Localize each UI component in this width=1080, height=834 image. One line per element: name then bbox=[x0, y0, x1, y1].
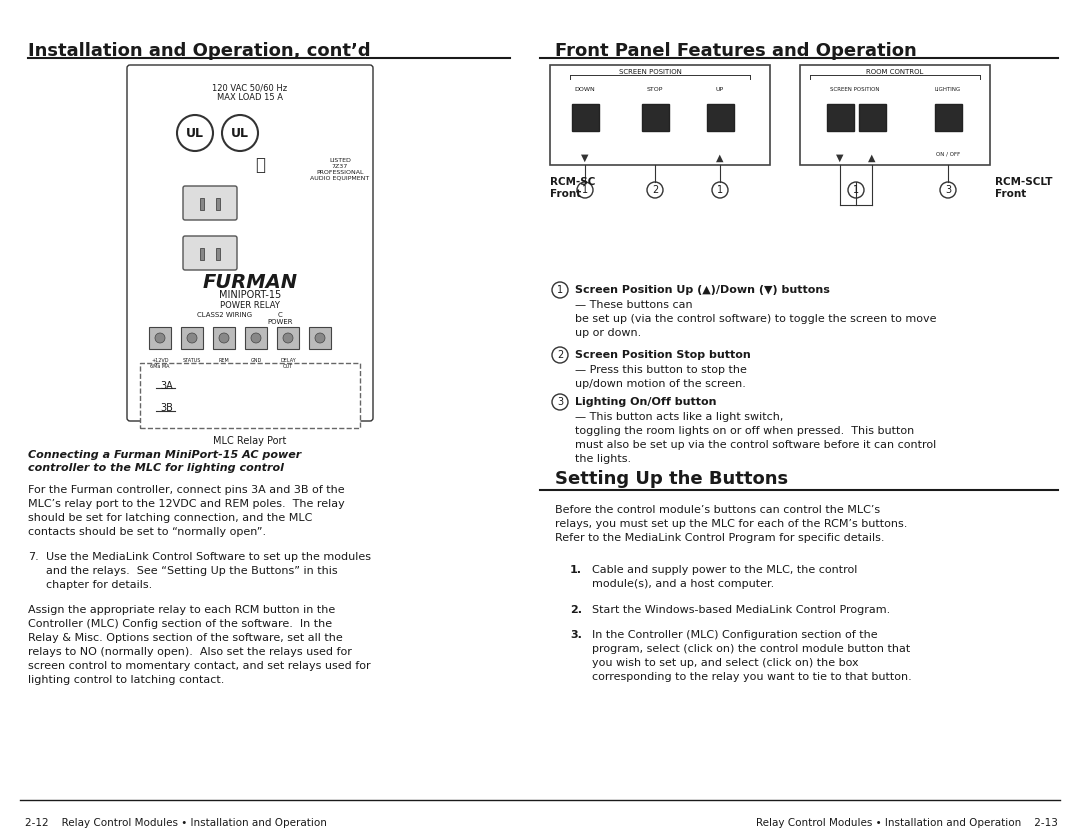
Text: RCM-SC
Front: RCM-SC Front bbox=[550, 177, 595, 199]
Text: ▼: ▼ bbox=[581, 153, 589, 163]
Text: — These buttons can
be set up (via the control software) to toggle the screen to: — These buttons can be set up (via the c… bbox=[575, 300, 936, 338]
Circle shape bbox=[187, 333, 197, 343]
Text: +12VD
6Ma MA: +12VD 6Ma MA bbox=[150, 358, 170, 369]
FancyBboxPatch shape bbox=[216, 248, 220, 260]
FancyBboxPatch shape bbox=[309, 327, 330, 349]
FancyBboxPatch shape bbox=[550, 65, 770, 165]
Text: 3A: 3A bbox=[160, 381, 173, 391]
Text: 7.: 7. bbox=[28, 552, 39, 562]
FancyBboxPatch shape bbox=[149, 327, 171, 349]
Text: LIGHTING: LIGHTING bbox=[935, 87, 961, 92]
Text: STOP: STOP bbox=[647, 87, 663, 92]
Text: 3.: 3. bbox=[570, 630, 582, 640]
Text: 3: 3 bbox=[557, 397, 563, 407]
Text: LISTED
7Z37
PROFESSIONAL
AUDIO EQUIPMENT: LISTED 7Z37 PROFESSIONAL AUDIO EQUIPMENT bbox=[310, 158, 369, 180]
FancyBboxPatch shape bbox=[934, 103, 961, 130]
FancyBboxPatch shape bbox=[216, 198, 220, 210]
FancyBboxPatch shape bbox=[642, 103, 669, 130]
Text: Use the MediaLink Control Software to set up the modules
and the relays.  See “S: Use the MediaLink Control Software to se… bbox=[46, 552, 372, 590]
Text: ▲: ▲ bbox=[716, 153, 724, 163]
Text: 1: 1 bbox=[717, 185, 724, 195]
Text: SCREEN POSITION: SCREEN POSITION bbox=[831, 87, 880, 92]
FancyBboxPatch shape bbox=[276, 327, 299, 349]
FancyBboxPatch shape bbox=[183, 236, 237, 270]
FancyBboxPatch shape bbox=[140, 363, 360, 428]
Text: Relay Control Modules • Installation and Operation    2-13: Relay Control Modules • Installation and… bbox=[756, 818, 1058, 828]
Text: STATUS: STATUS bbox=[183, 358, 201, 363]
Text: Connecting a Furman MiniPort-15 AC power
controller to the MLC for lighting cont: Connecting a Furman MiniPort-15 AC power… bbox=[28, 450, 301, 473]
FancyBboxPatch shape bbox=[200, 198, 204, 210]
Text: 2.: 2. bbox=[570, 605, 582, 615]
Text: 3: 3 bbox=[945, 185, 951, 195]
Circle shape bbox=[219, 333, 229, 343]
Text: 1: 1 bbox=[582, 185, 589, 195]
FancyBboxPatch shape bbox=[181, 327, 203, 349]
Text: 1: 1 bbox=[853, 185, 859, 195]
Text: MLC Relay Port: MLC Relay Port bbox=[214, 436, 286, 446]
Text: Cable and supply power to the MLC, the control
module(s), and a host computer.: Cable and supply power to the MLC, the c… bbox=[592, 565, 858, 589]
Text: UP: UP bbox=[716, 87, 724, 92]
Text: 2-12    Relay Control Modules • Installation and Operation: 2-12 Relay Control Modules • Installatio… bbox=[25, 818, 327, 828]
Text: Start the Windows-based MediaLink Control Program.: Start the Windows-based MediaLink Contro… bbox=[592, 605, 890, 615]
Circle shape bbox=[283, 333, 293, 343]
FancyBboxPatch shape bbox=[183, 186, 237, 220]
Text: C
POWER: C POWER bbox=[267, 312, 293, 325]
Text: MINIPORT-15: MINIPORT-15 bbox=[219, 290, 281, 300]
Circle shape bbox=[315, 333, 325, 343]
Text: 3B: 3B bbox=[160, 403, 173, 413]
Text: Installation and Operation, cont’d: Installation and Operation, cont’d bbox=[28, 42, 370, 60]
Text: — Press this button to stop the
up/down motion of the screen.: — Press this button to stop the up/down … bbox=[575, 365, 747, 389]
Text: 1: 1 bbox=[557, 285, 563, 295]
FancyBboxPatch shape bbox=[706, 103, 733, 130]
Text: ▲: ▲ bbox=[868, 153, 876, 163]
Text: REM: REM bbox=[218, 358, 229, 363]
Text: 120 VAC 50/60 Hz: 120 VAC 50/60 Hz bbox=[213, 83, 287, 92]
Text: ROOM CONTROL: ROOM CONTROL bbox=[866, 69, 923, 75]
Circle shape bbox=[251, 333, 261, 343]
Text: FURMAN: FURMAN bbox=[202, 273, 298, 292]
Text: UL: UL bbox=[231, 127, 249, 139]
Circle shape bbox=[156, 333, 165, 343]
Text: Before the control module’s buttons can control the MLC’s
relays, you must set u: Before the control module’s buttons can … bbox=[555, 505, 907, 543]
Text: 2: 2 bbox=[557, 350, 563, 360]
Text: 1.: 1. bbox=[570, 565, 582, 575]
Text: CLASS2 WIRING: CLASS2 WIRING bbox=[198, 312, 253, 318]
Text: UL: UL bbox=[186, 127, 204, 139]
Text: DOWN: DOWN bbox=[575, 87, 595, 92]
Text: Setting Up the Buttons: Setting Up the Buttons bbox=[555, 470, 788, 488]
Text: ⏚: ⏚ bbox=[255, 156, 265, 174]
Text: RCM-SCLT
Front: RCM-SCLT Front bbox=[995, 177, 1053, 199]
Text: POWER RELAY: POWER RELAY bbox=[220, 301, 280, 310]
FancyBboxPatch shape bbox=[245, 327, 267, 349]
Text: GND: GND bbox=[251, 358, 261, 363]
FancyBboxPatch shape bbox=[826, 103, 853, 130]
Text: MAX LOAD 15 A: MAX LOAD 15 A bbox=[217, 93, 283, 102]
FancyBboxPatch shape bbox=[200, 248, 204, 260]
Text: For the Furman controller, connect pins 3A and 3B of the
MLC’s relay port to the: For the Furman controller, connect pins … bbox=[28, 485, 345, 537]
FancyBboxPatch shape bbox=[571, 103, 598, 130]
Text: ON / OFF: ON / OFF bbox=[936, 151, 960, 156]
Text: Lighting On/Off button: Lighting On/Off button bbox=[575, 397, 716, 407]
Text: Front Panel Features and Operation: Front Panel Features and Operation bbox=[555, 42, 917, 60]
FancyBboxPatch shape bbox=[859, 103, 886, 130]
FancyBboxPatch shape bbox=[127, 65, 373, 421]
Text: — This button acts like a light switch,
toggling the room lights on or off when : — This button acts like a light switch, … bbox=[575, 412, 936, 464]
Text: SCREEN POSITION: SCREEN POSITION bbox=[619, 69, 681, 75]
FancyBboxPatch shape bbox=[800, 65, 990, 165]
Text: Screen Position Up (▲)/Down (▼) buttons: Screen Position Up (▲)/Down (▼) buttons bbox=[575, 285, 829, 295]
Text: In the Controller (MLC) Configuration section of the
program, select (click on) : In the Controller (MLC) Configuration se… bbox=[592, 630, 912, 682]
Text: Screen Position Stop button: Screen Position Stop button bbox=[575, 350, 751, 360]
FancyBboxPatch shape bbox=[213, 327, 235, 349]
Text: Assign the appropriate relay to each RCM button in the
Controller (MLC) Config s: Assign the appropriate relay to each RCM… bbox=[28, 605, 370, 685]
Text: 2: 2 bbox=[652, 185, 658, 195]
Text: DELAY
OUT: DELAY OUT bbox=[280, 358, 296, 369]
Text: ▼: ▼ bbox=[836, 153, 843, 163]
